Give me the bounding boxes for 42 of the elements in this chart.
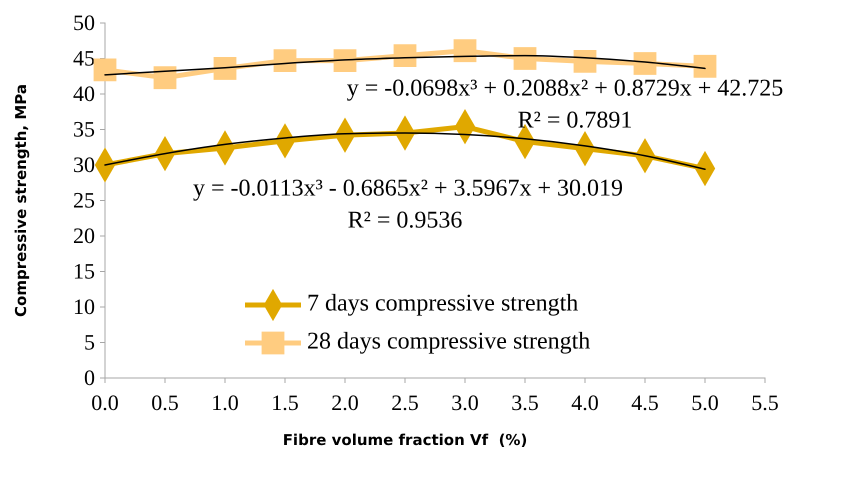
- x-axis-title: Fibre volume fraction Vf (%): [282, 431, 528, 449]
- x-tick-label: 4.5: [631, 390, 659, 416]
- y-axis-title: Compressive strength, MPa: [12, 84, 30, 317]
- x-tick-label: 5.5: [751, 390, 779, 416]
- point: [514, 47, 536, 70]
- y-tick-label: 40: [73, 81, 95, 106]
- legend-label: 28 days compressive strength: [307, 328, 590, 355]
- point: [394, 44, 416, 68]
- x-tick-label: 1.0: [211, 390, 239, 416]
- point: [574, 50, 596, 73]
- point: [334, 49, 356, 72]
- y-tick-label: 15: [73, 258, 95, 284]
- y-tick-label: 30: [73, 152, 95, 178]
- y-tick-label: 0: [84, 365, 95, 390]
- x-tick-label: 1.5: [271, 390, 299, 416]
- annotation: R² = 0.9536: [348, 208, 462, 234]
- point: [454, 39, 476, 62]
- x-tick-label: 2.5: [391, 390, 419, 416]
- point: [94, 58, 116, 82]
- y-tick-label: 10: [73, 294, 95, 320]
- x-tick-label: 0.5: [151, 390, 179, 416]
- x-tick-label: 5.0: [691, 390, 719, 416]
- point: [694, 54, 716, 78]
- annotation: y = -0.0113x³ - 0.6865x² + 3.5967x + 30.019: [192, 176, 624, 202]
- point: [154, 66, 176, 90]
- y-tick-label: 45: [73, 46, 95, 71]
- y-tick-label: 20: [73, 223, 95, 248]
- x-tick-label: 3.5: [511, 390, 539, 416]
- annotation: R² = 0.7891: [518, 108, 632, 134]
- point: [634, 52, 656, 75]
- y-tick-label: 50: [73, 10, 95, 36]
- x-tick-label: 0.0: [91, 390, 119, 416]
- y-tick-label: 35: [73, 116, 95, 142]
- y-tick-label: 25: [73, 188, 95, 213]
- annotation: y = -0.0698x³ + 0.2088x² + 0.8729x + 42.725: [346, 76, 784, 102]
- point: [274, 49, 296, 72]
- x-tick-label: 4.0: [571, 390, 599, 416]
- x-tick-label: 3.0: [451, 390, 479, 416]
- legend-label: 7 days compressive strength: [307, 290, 578, 317]
- y-tick-label: 5: [84, 330, 95, 355]
- point: [214, 57, 236, 80]
- x-tick-label: 2.0: [331, 390, 359, 416]
